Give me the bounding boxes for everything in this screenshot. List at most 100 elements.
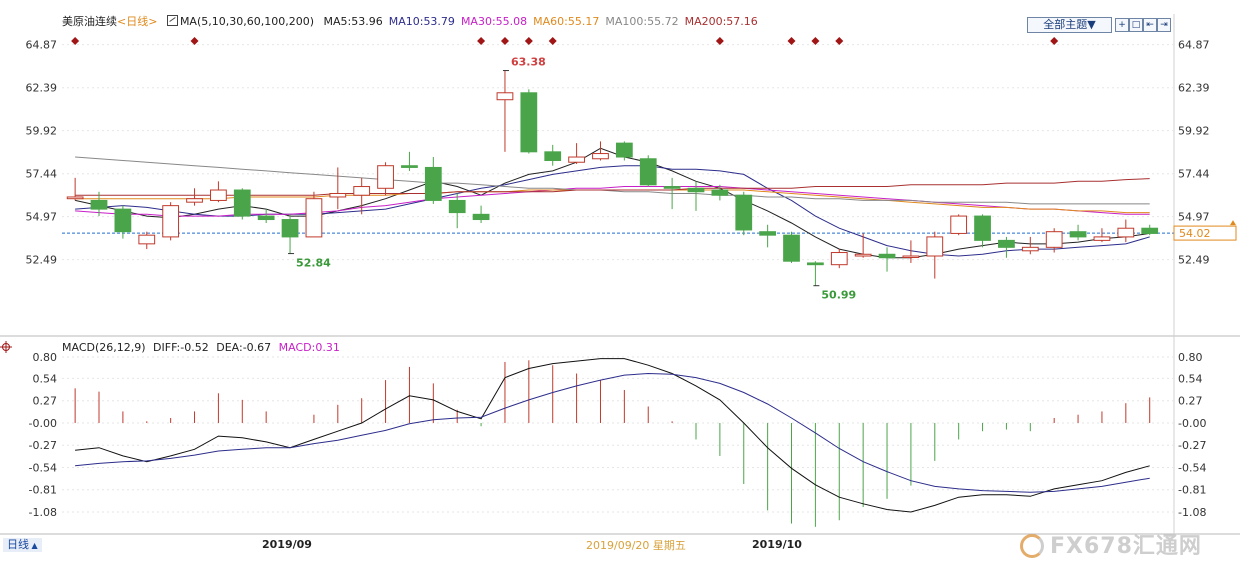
candle-body xyxy=(448,199,466,214)
macd-tick-left: -0.27 xyxy=(29,439,57,452)
fx678-watermark: FX678汇通网 xyxy=(1020,528,1202,559)
price-tick-right: 54.97 xyxy=(1178,211,1210,224)
macd-tick-right: -0.81 xyxy=(1178,484,1206,497)
candle-body xyxy=(162,205,180,238)
watermark-text: FX678汇通网 xyxy=(1050,534,1202,559)
event-diamond-icon xyxy=(524,37,533,45)
candle-body xyxy=(807,262,824,266)
candle-body xyxy=(568,156,585,163)
macd-tick-left: -1.08 xyxy=(29,506,57,519)
scroll-left-icon[interactable]: ⇤ xyxy=(1143,18,1157,32)
candle-body xyxy=(902,255,920,259)
event-diamond-icon xyxy=(787,37,796,45)
high-price-label: 63.38 xyxy=(511,56,546,69)
last-price-label: 54.02 xyxy=(1179,227,1211,240)
candle-body xyxy=(305,198,323,238)
candle-body xyxy=(783,234,800,262)
candle-body xyxy=(186,198,203,203)
candle-body xyxy=(472,213,490,221)
event-diamond-icon xyxy=(715,37,724,45)
ma-line-ma200 xyxy=(75,178,1150,196)
candle-body xyxy=(257,215,275,221)
candle-body xyxy=(138,234,156,245)
instrument-title: 美原油连续 xyxy=(62,15,117,28)
all-topics-dropdown[interactable]: 全部主题▼ xyxy=(1027,17,1112,33)
diff-line xyxy=(75,358,1150,513)
candle-body xyxy=(210,189,227,201)
event-markers xyxy=(71,37,1059,45)
price-tick-left: 64.87 xyxy=(26,39,58,52)
chart-header: 美原油连续<日线> MA(5,10,30,60,100,200) MA5:53.… xyxy=(62,14,770,30)
ma-value-2: MA30:55.08 xyxy=(460,15,528,28)
cursor-date: 2019/09/20 星期五 xyxy=(586,539,686,552)
dea-line xyxy=(75,372,1150,493)
last-price-arrow-icon xyxy=(1230,220,1236,226)
event-diamond-icon xyxy=(477,37,486,45)
ma-spec: MA(5,10,30,60,100,200) xyxy=(179,15,314,28)
price-tick-left: 54.97 xyxy=(26,211,58,224)
candle-body xyxy=(998,239,1015,248)
candle-body xyxy=(520,92,538,153)
candle-body xyxy=(496,92,514,101)
price-tick-right: 59.92 xyxy=(1178,125,1210,138)
month-label-sep: 2019/09 xyxy=(262,538,312,551)
macd-tick-right: -1.08 xyxy=(1178,506,1206,519)
candle-body xyxy=(114,208,132,233)
price-tick-left: 52.49 xyxy=(26,254,58,267)
candle-body xyxy=(615,142,633,158)
macd-tick-left: -0.00 xyxy=(29,417,57,430)
macd-tick-right: 0.54 xyxy=(1178,372,1203,385)
scroll-right-icon[interactable]: ⇥ xyxy=(1157,18,1171,32)
period-tag: <日线> xyxy=(117,15,158,28)
low-price-label: 50.99 xyxy=(821,289,856,302)
period-selector[interactable]: 日线 xyxy=(3,538,42,552)
low-price-label: 52.84 xyxy=(296,257,331,270)
macd-tick-right: -0.27 xyxy=(1178,439,1206,452)
event-diamond-icon xyxy=(835,37,844,45)
candle-body xyxy=(90,199,108,210)
ma-line-ma5 xyxy=(74,147,1150,259)
macd-tick-right: -0.00 xyxy=(1178,417,1206,430)
y-axis-labels: 64.87 64.87 62.39 62.39 59.92 59.92 57.44 57.44… xyxy=(26,39,1210,267)
candle-body xyxy=(735,194,753,231)
candles xyxy=(66,70,1159,286)
macd-tick-left: -0.54 xyxy=(29,461,57,474)
candle-body xyxy=(1117,227,1135,238)
moving-average-lines xyxy=(74,147,1150,259)
macd-tick-right: 0.80 xyxy=(1178,351,1203,364)
macd-tick-left: 0.80 xyxy=(33,351,58,364)
candle-body xyxy=(711,189,729,196)
candle-body xyxy=(759,231,777,236)
event-diamond-icon xyxy=(190,37,199,45)
macd-panel: 0.80 0.80 0.54 0.54 0.27 0.27 -0.00 -0.00 -0.27 -… xyxy=(29,351,1206,527)
event-diamond-icon xyxy=(71,37,80,45)
window-icon[interactable]: □ xyxy=(1129,18,1143,32)
ma-line-ma30 xyxy=(75,186,1150,217)
ma-line-ma10 xyxy=(75,165,1150,257)
candle-body xyxy=(544,151,562,161)
ma-value-4: MA100:55.72 xyxy=(605,15,679,28)
candle-body xyxy=(950,215,968,234)
price-annotations: 63.38 52.84 50.99 xyxy=(288,56,856,302)
macd-value: MACD:0.31 xyxy=(278,341,340,354)
macd-tick-left: 0.54 xyxy=(33,372,58,385)
price-tick-right: 62.39 xyxy=(1178,82,1210,95)
candle-body xyxy=(401,165,418,168)
candle-body xyxy=(830,252,848,266)
candle-body xyxy=(974,215,991,241)
candle-body xyxy=(1141,227,1159,234)
ma-values: MA5:53.96 MA10:53.79 MA30:55.08 MA60:55.17 M… xyxy=(324,15,764,28)
candle-body xyxy=(377,165,394,189)
candle-body xyxy=(66,196,84,200)
event-diamond-icon xyxy=(548,37,557,45)
ma-settings-icon[interactable] xyxy=(166,15,178,26)
candle-body xyxy=(233,189,251,217)
candle-body xyxy=(663,186,681,189)
candle-body xyxy=(1093,236,1111,241)
crosshair-icon[interactable] xyxy=(0,341,12,353)
candle-body xyxy=(1045,231,1063,248)
price-tick-left: 62.39 xyxy=(26,82,58,95)
macd-tick-left: -0.81 xyxy=(29,484,57,497)
zoom-in-icon[interactable]: + xyxy=(1115,18,1129,32)
